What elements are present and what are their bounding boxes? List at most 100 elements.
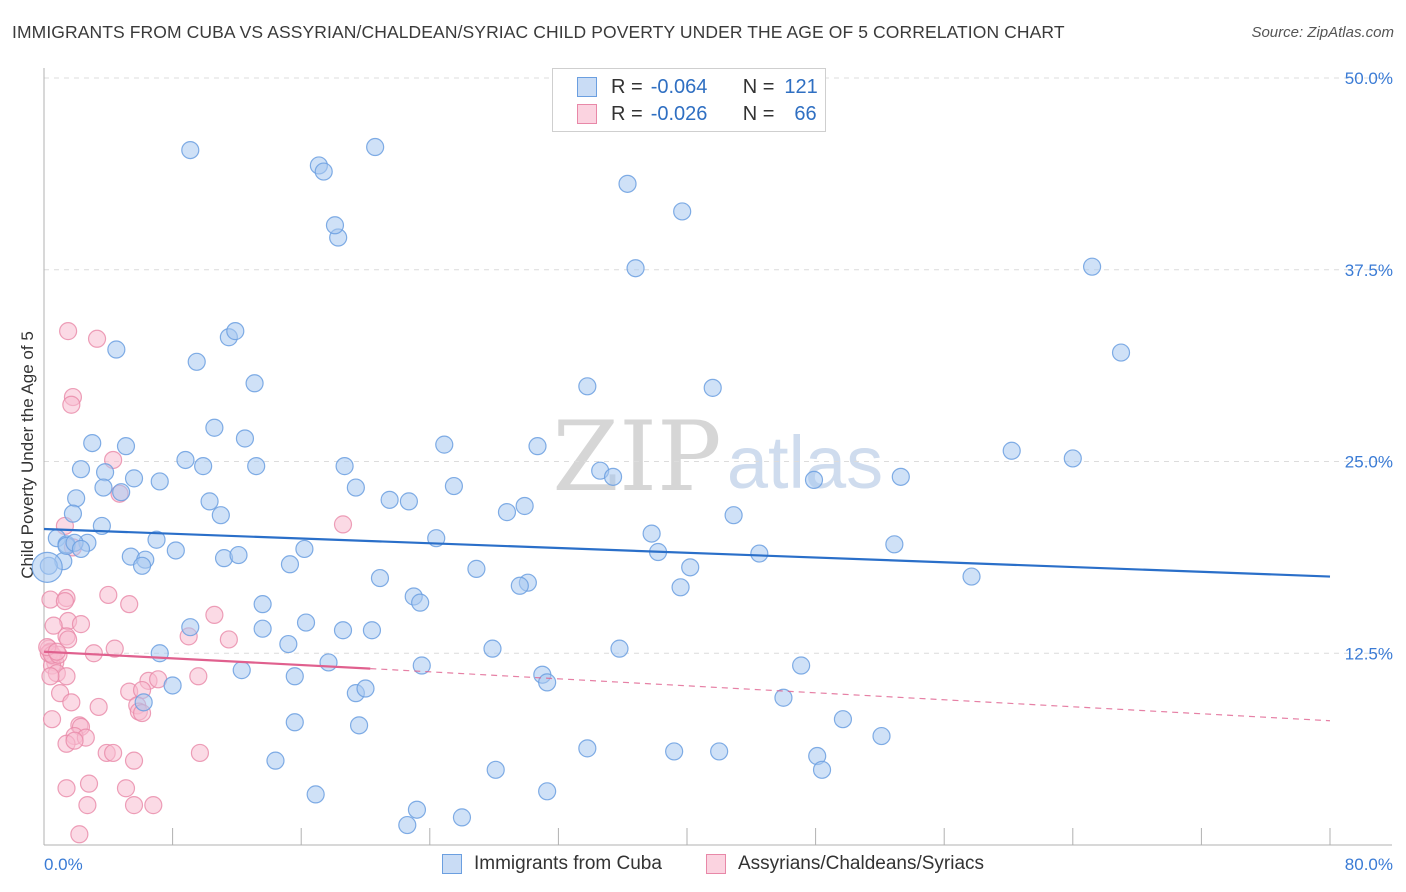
data-point-assyrian <box>144 796 163 815</box>
data-point-cuba <box>724 506 743 525</box>
data-point-cuba <box>349 716 369 735</box>
data-point-assyrian <box>57 779 76 798</box>
data-point-cuba <box>134 693 153 712</box>
data-point-cuba <box>411 593 430 612</box>
stats-legend: R = -0.064 N = 121 R = -0.026 N = 66 <box>552 68 826 132</box>
data-point-cuba <box>885 535 904 554</box>
data-point-assyrian <box>42 710 62 729</box>
data-point-cuba <box>412 656 431 675</box>
x-tick-label: 0.0% <box>44 855 83 874</box>
data-point-cuba <box>94 478 113 497</box>
data-point-cuba <box>71 539 91 559</box>
data-point-cuba <box>245 374 264 393</box>
data-point-cuba <box>253 595 272 614</box>
series-legend-assyrian: Assyrians/Chaldeans/Syriacs <box>706 853 984 875</box>
data-point-cuba <box>163 676 182 695</box>
data-point-cuba <box>211 506 230 525</box>
data-point-cuba <box>578 377 597 396</box>
legend-swatch-cuba <box>577 77 597 97</box>
y-tick-label: 50.0% <box>1345 69 1393 88</box>
data-point-cuba <box>247 457 266 476</box>
data-point-cuba <box>578 739 597 758</box>
data-point-assyrian <box>105 639 124 658</box>
legend-r-label: R = <box>611 102 643 125</box>
data-point-cuba <box>166 541 185 560</box>
data-point-assyrian <box>57 667 76 686</box>
data-point-assyrian <box>87 329 107 348</box>
data-point-cuba <box>333 621 353 640</box>
data-point-cuba <box>774 688 793 707</box>
data-point-cuba <box>444 476 464 496</box>
data-point-assyrian <box>62 395 81 414</box>
data-point-cuba <box>483 639 502 658</box>
data-point-cuba <box>116 437 136 456</box>
trend-line-cuba <box>43 527 1331 578</box>
data-point-cuba <box>812 760 832 779</box>
source-label: Source: ZipAtlas.com <box>1251 24 1394 41</box>
legend-row-cuba: R = -0.064 N = 121 <box>577 74 818 100</box>
data-point-cuba <box>1082 257 1102 276</box>
data-point-cuba <box>1063 449 1082 468</box>
data-point-cuba <box>486 760 505 779</box>
data-point-cuba <box>750 544 769 563</box>
data-point-cuba <box>266 751 285 770</box>
data-point-cuba <box>681 558 700 577</box>
data-point-cuba <box>325 216 345 235</box>
data-point-cuba <box>610 639 629 658</box>
data-point-cuba <box>280 555 300 574</box>
y-tick-label: 37.5% <box>1345 261 1393 280</box>
data-point-assyrian <box>55 591 74 611</box>
data-point-cuba <box>618 174 637 193</box>
data-point-cuba <box>314 162 333 181</box>
data-point-cuba <box>833 710 853 729</box>
data-point-cuba <box>673 202 692 221</box>
watermark-zip: ZIP <box>552 401 721 513</box>
data-point-cuba <box>370 568 390 588</box>
data-point-cuba <box>335 457 354 476</box>
data-point-cuba <box>398 815 417 835</box>
data-point-assyrian <box>120 595 139 614</box>
data-point-assyrian <box>44 616 63 635</box>
data-point-cuba <box>112 483 131 502</box>
data-point-cuba <box>804 470 824 490</box>
data-point-assyrian <box>205 605 224 625</box>
data-point-cuba <box>194 457 213 476</box>
data-point-cuba <box>124 469 144 488</box>
data-point-cuba <box>295 539 314 559</box>
data-point-cuba <box>642 524 661 543</box>
x-tick-label: 80.0% <box>1345 855 1393 874</box>
data-point-assyrian <box>116 779 136 798</box>
data-point-cuba <box>528 437 547 456</box>
data-point-cuba <box>147 530 166 549</box>
data-point-cuba <box>626 259 645 278</box>
data-point-cuba-large <box>31 551 63 583</box>
data-point-cuba <box>229 545 248 565</box>
series-legend: Immigrants from Cuba Assyrians/Chaldeans… <box>0 851 1406 879</box>
data-point-cuba <box>380 490 399 509</box>
data-point-assyrian <box>62 693 81 712</box>
legend-n-label: N = <box>742 75 775 98</box>
legend-swatch-assyrian <box>577 104 597 124</box>
data-point-cuba <box>187 352 206 371</box>
data-point-assyrian <box>219 630 238 649</box>
data-point-cuba <box>285 667 304 686</box>
chart-title: IMMIGRANTS FROM CUBA VS ASSYRIAN/CHALDEA… <box>12 22 1065 42</box>
data-point-assyrian <box>70 825 89 844</box>
data-point-cuba <box>181 618 200 637</box>
data-point-cuba <box>792 656 811 675</box>
trend-line-assyrian-extension <box>370 667 1331 722</box>
legend-r-label: R = <box>611 75 643 98</box>
data-point-assyrian <box>79 774 99 793</box>
data-point-cuba <box>962 567 981 586</box>
legend-row-assyrian: R = -0.026 N = 66 <box>577 101 817 127</box>
data-point-assyrian <box>78 796 97 815</box>
y-tick-label: 12.5% <box>1345 644 1393 663</box>
data-point-cuba <box>253 619 272 638</box>
data-point-cuba <box>67 489 86 508</box>
data-point-cuba <box>63 504 83 523</box>
data-point-cuba <box>306 785 325 804</box>
data-point-assyrian <box>124 796 144 815</box>
data-point-assyrian <box>190 743 210 763</box>
y-tick-label: 25.0% <box>1345 453 1393 472</box>
data-point-assyrian <box>124 751 144 770</box>
